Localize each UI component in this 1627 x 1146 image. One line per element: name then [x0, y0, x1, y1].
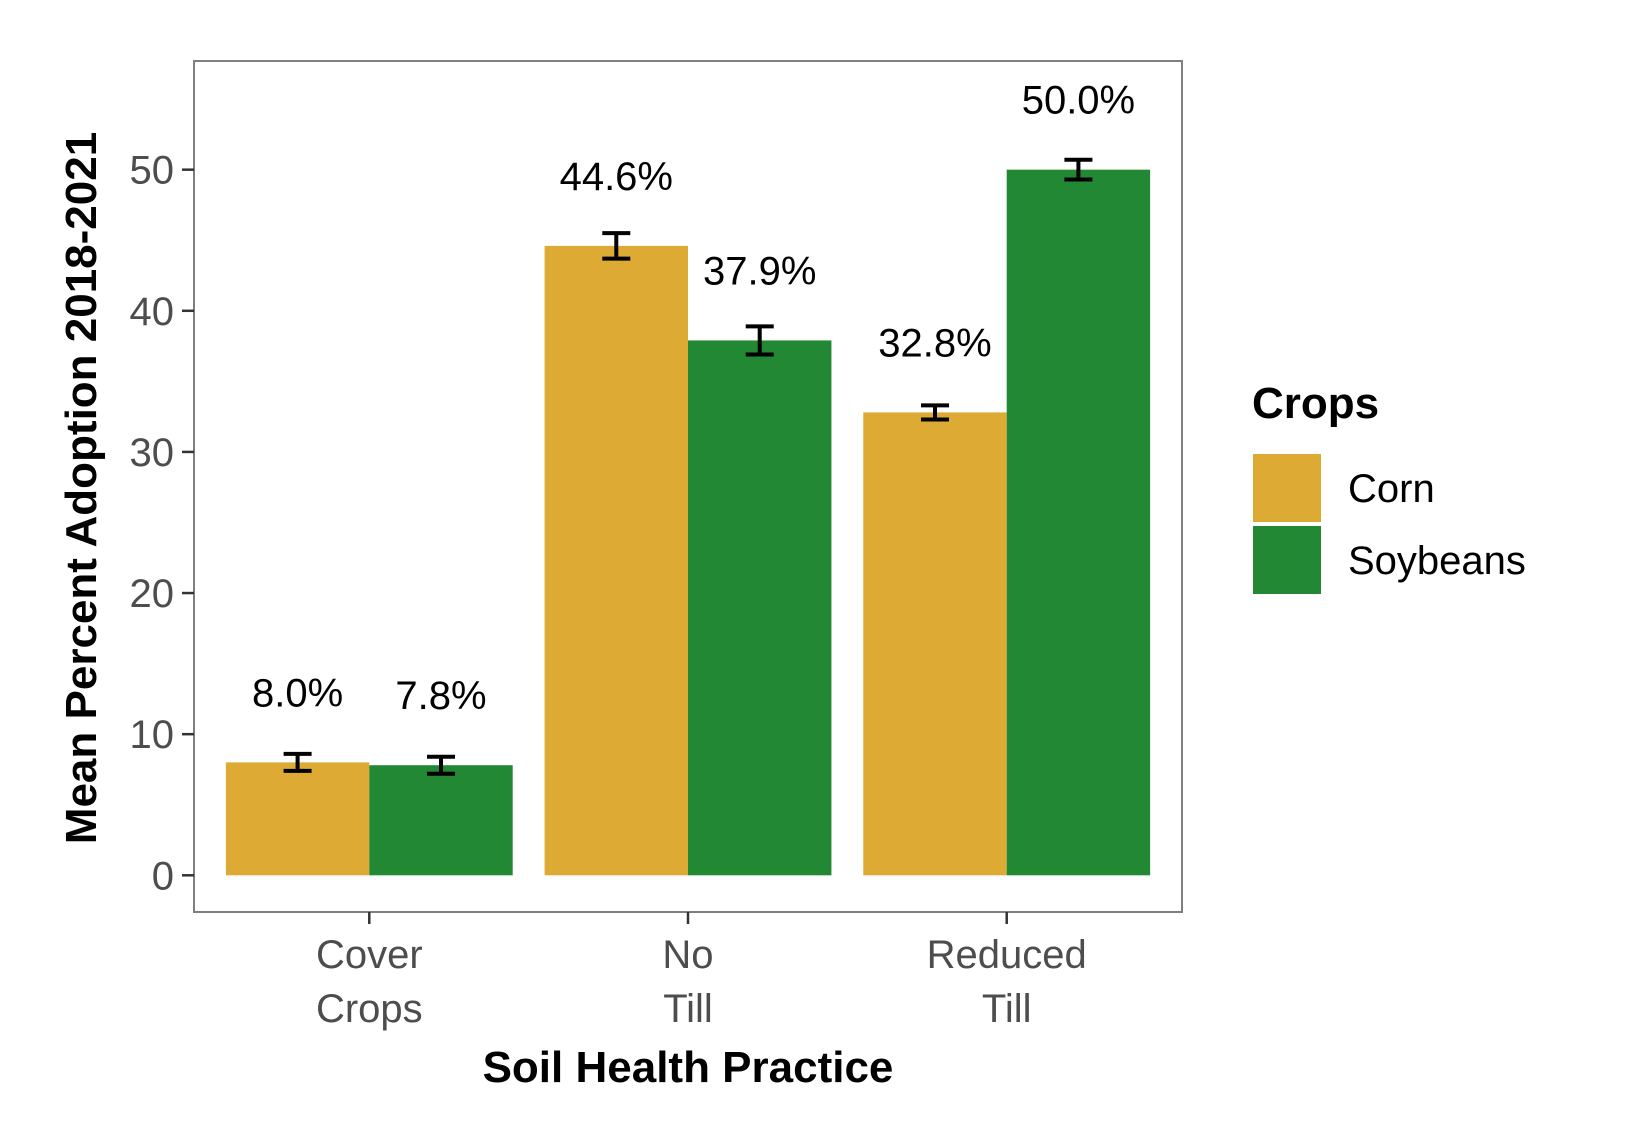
x-axis-title: Soil Health Practice: [483, 1043, 894, 1092]
y-tick-label: 10: [130, 713, 175, 757]
x-tick-label: Reduced: [927, 933, 1087, 977]
legend-label: Corn: [1348, 467, 1435, 511]
legend-label: Soybeans: [1348, 539, 1526, 583]
legend-key-corn: [1251, 452, 1323, 524]
bar-soybeans: [688, 340, 832, 876]
x-tick-label: No: [662, 933, 713, 977]
x-tick-label: Till: [982, 987, 1032, 1031]
y-axis: 0 10 20 30 40 50: [130, 149, 194, 898]
x-tick-label: Cover: [316, 933, 423, 977]
bar-soybeans: [1006, 169, 1151, 876]
y-tick-label: 30: [130, 431, 175, 475]
bars-layer: [225, 169, 1151, 876]
data-labels-layer: 8.0% 44.6% 32.8% 7.8% 37.9% 50.0%: [252, 79, 1135, 719]
y-tick-label: 20: [130, 572, 175, 616]
y-tick-label: 40: [130, 290, 175, 334]
data-label: 8.0%: [252, 671, 343, 715]
bar-corn: [544, 245, 688, 876]
legend-key-soybeans: [1251, 524, 1323, 596]
bar-soybeans: [369, 765, 513, 876]
bar-corn: [225, 762, 370, 876]
data-label: 44.6%: [560, 155, 673, 199]
x-tick-label: Till: [663, 987, 713, 1031]
data-label: 7.8%: [395, 674, 486, 718]
y-tick-label: 0: [152, 854, 174, 898]
legend-title: Crops: [1252, 379, 1379, 428]
y-axis-title: Mean Percent Adoption 2018-2021: [57, 132, 106, 844]
data-label: 50.0%: [1022, 79, 1135, 123]
data-label: 32.8%: [878, 321, 991, 365]
error-bars-layer: [283, 157, 1093, 776]
x-axis: Cover Crops No Till Reduced Till: [316, 912, 1087, 1031]
data-label: 37.9%: [703, 249, 816, 293]
x-tick-label: Crops: [316, 987, 423, 1031]
y-tick-label: 50: [130, 149, 175, 193]
legend: Crops Corn Soybeans: [1251, 379, 1526, 596]
bar-corn: [863, 412, 1007, 876]
